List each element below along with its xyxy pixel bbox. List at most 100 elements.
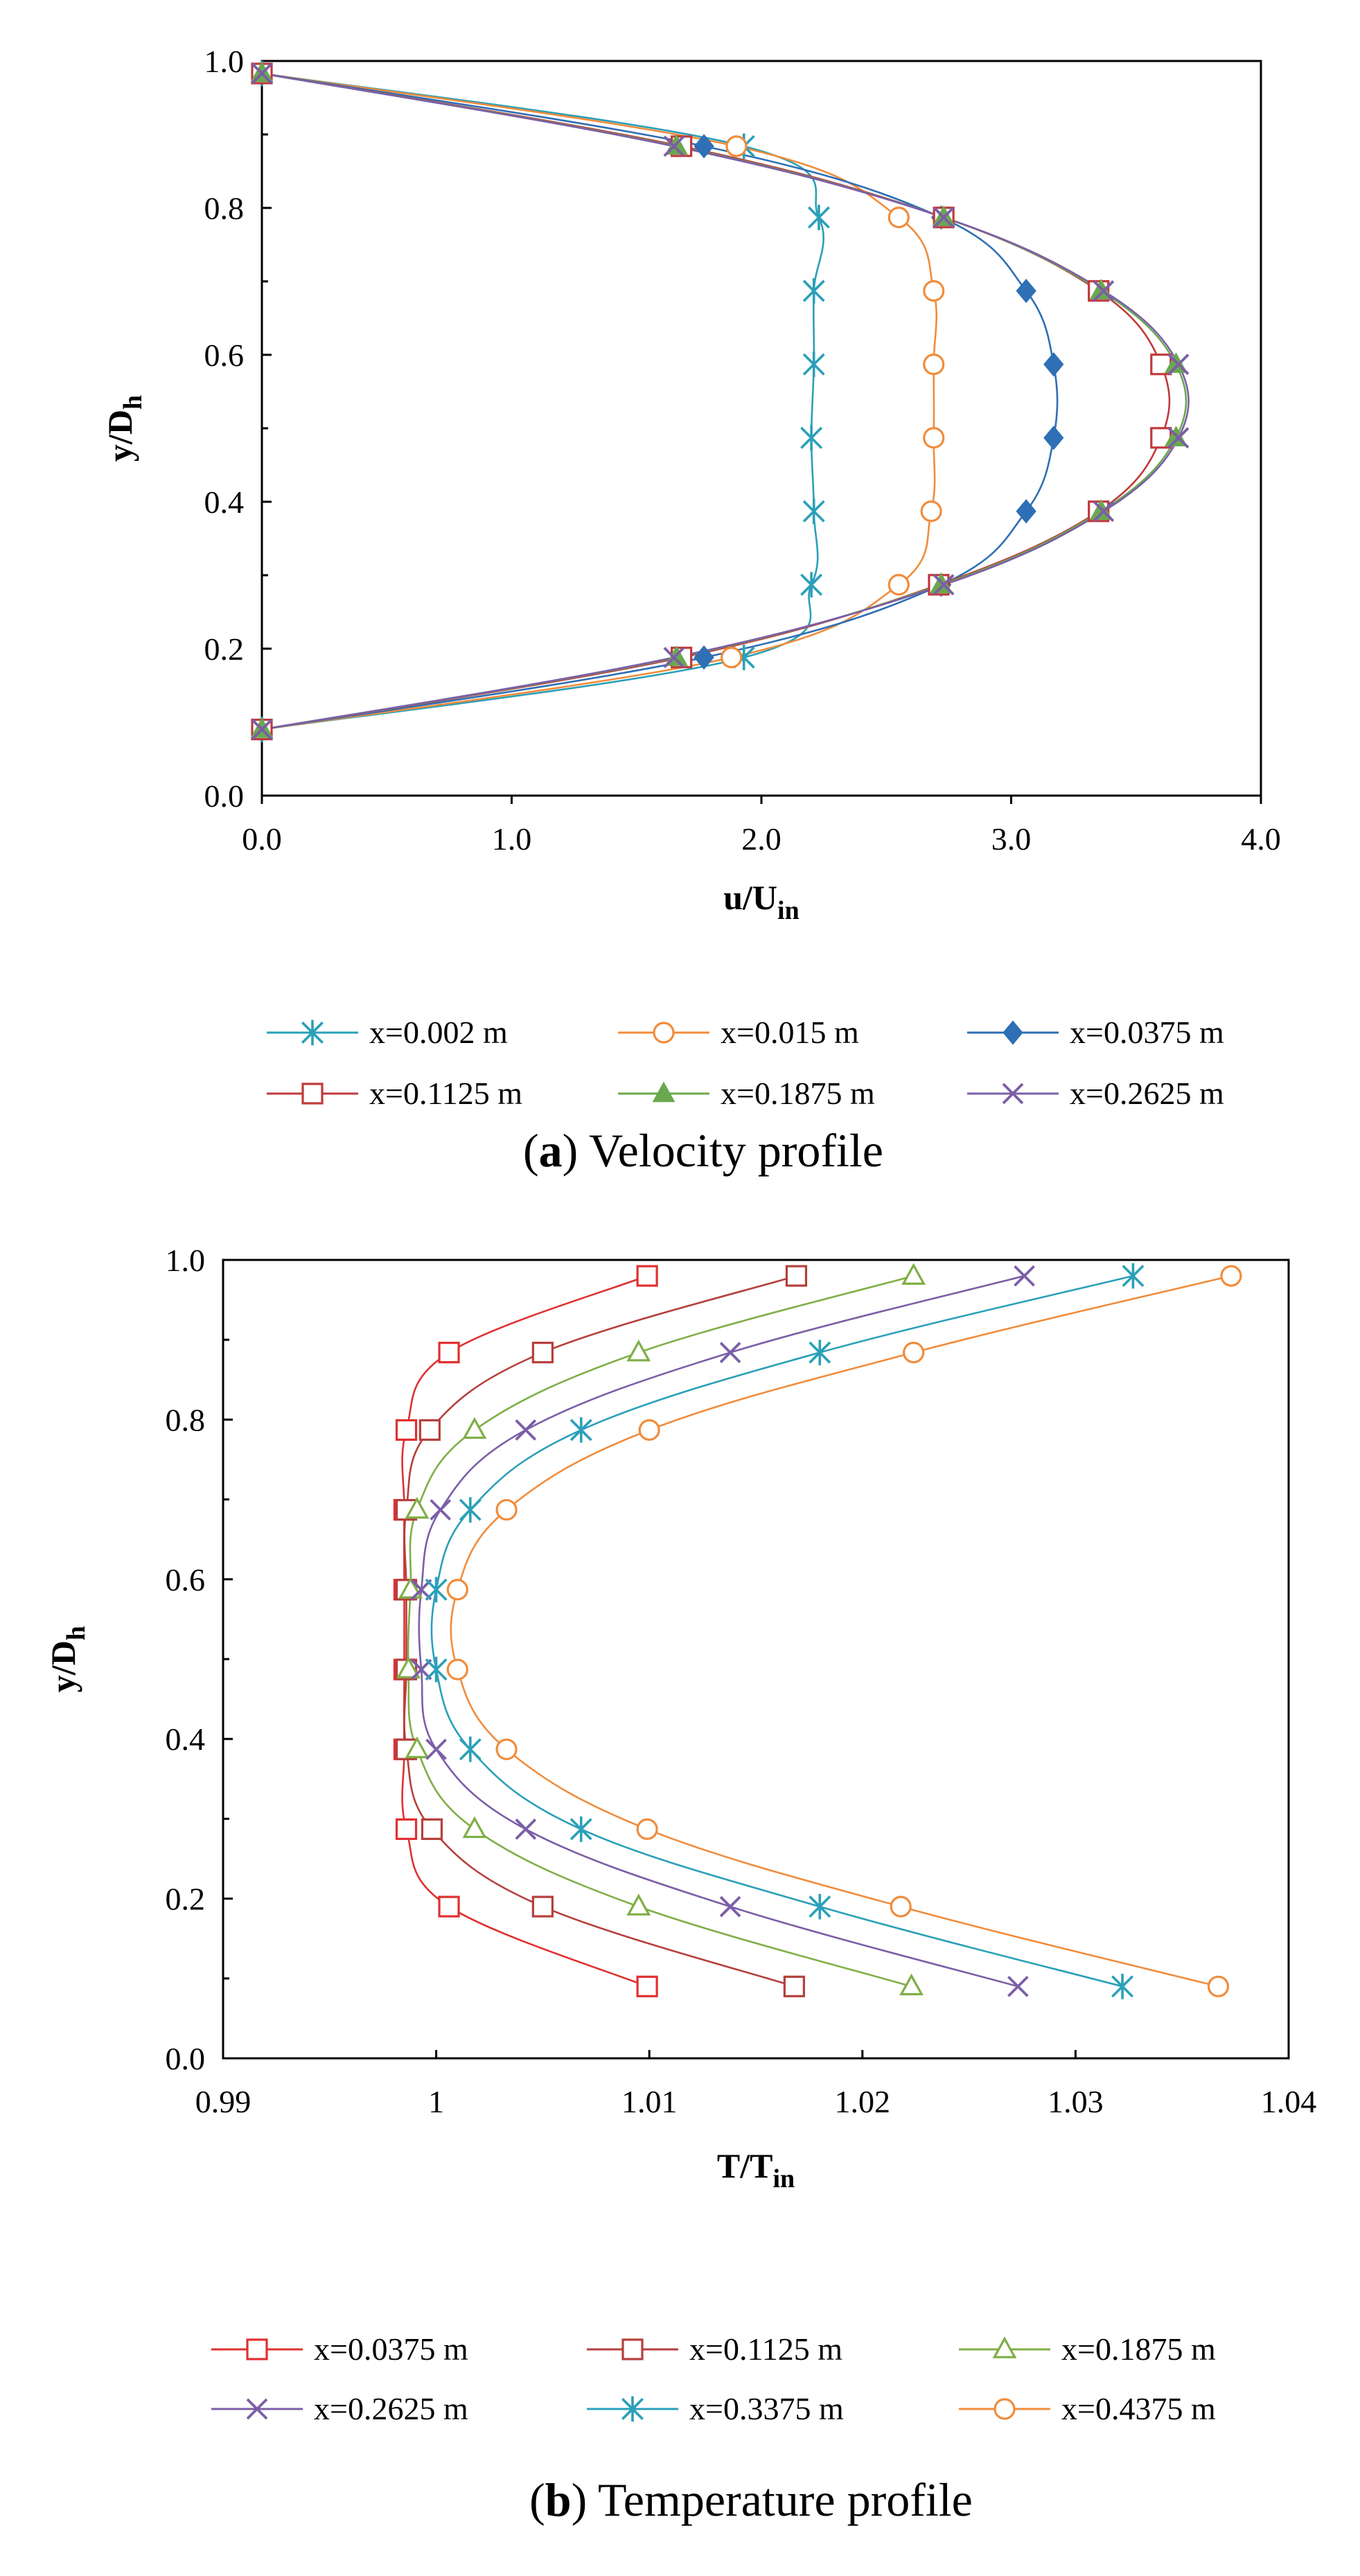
series-line xyxy=(403,1274,797,1988)
data-point xyxy=(410,1579,432,1601)
data-point xyxy=(800,425,823,451)
data-point xyxy=(887,574,910,596)
data-point xyxy=(1014,1265,1035,1287)
y-tick-label: 0.8 xyxy=(166,1402,206,1437)
data-point xyxy=(663,135,685,157)
data-point xyxy=(694,134,714,159)
legend-marker xyxy=(993,2398,1016,2420)
data-point xyxy=(809,1340,831,1366)
data-point xyxy=(626,1339,651,1362)
legend-label: x=0.1125 m xyxy=(689,2331,842,2367)
series-line xyxy=(418,1274,1025,1988)
y-tick-label: 0.4 xyxy=(204,484,245,520)
velocity-chart: 0.0 1.0 2.0 3.0 4.00.00.20.40.60.81.0 u/Uin … xyxy=(100,44,1281,1177)
y-tick-label: 0.4 xyxy=(166,1721,206,1757)
legend-marker xyxy=(621,2396,644,2422)
data-point xyxy=(785,1265,808,1287)
data-point xyxy=(694,645,714,670)
series-markers xyxy=(250,60,1190,742)
data-point xyxy=(410,1658,432,1681)
series-line xyxy=(401,1274,648,1988)
temperature-chart: 0.99 1 1.01 1.02 1.03 1.040.00.20.40.60.81.0 … xyxy=(44,1243,1316,2526)
data-point xyxy=(251,719,273,740)
data-point xyxy=(459,1736,482,1762)
data-point xyxy=(495,1498,518,1521)
y-axis-label: y/Dh xyxy=(44,1626,91,1692)
data-point xyxy=(638,1419,660,1441)
tick-labels: 0.99 1 1.01 1.02 1.03 1.04 0.0 0.2 0.4 0.6 0.8 1.0 xyxy=(166,1243,1317,2119)
x-tick-label: 0.0 xyxy=(242,821,282,857)
plot-frame xyxy=(260,60,1262,797)
data-point xyxy=(1122,1263,1145,1289)
data-point xyxy=(636,1265,658,1287)
data-point xyxy=(903,1342,925,1364)
y-tick-label: 1.0 xyxy=(166,1243,206,1278)
series-line xyxy=(261,72,1187,730)
y-tick-label: 1.0 xyxy=(204,44,245,79)
data-point xyxy=(405,1736,430,1758)
legend-marker xyxy=(301,1083,324,1105)
x-axis-label: u/Uin xyxy=(723,878,800,925)
legend-label: x=0.002 m xyxy=(369,1015,508,1050)
data-point xyxy=(890,1895,912,1918)
y-tick-label: 0.6 xyxy=(204,338,245,373)
axis-ticks xyxy=(222,1259,1290,2060)
x-axis-label: T/Tin xyxy=(717,2146,795,2193)
data-point xyxy=(531,1895,554,1918)
data-point xyxy=(887,207,910,229)
data-point xyxy=(430,1499,452,1521)
data-point xyxy=(446,1658,468,1681)
data-point xyxy=(251,62,273,85)
x-tick-label: 0.99 xyxy=(195,2084,251,2119)
data-point xyxy=(459,1497,482,1523)
data-point xyxy=(802,498,825,525)
x-tick-label: 1.01 xyxy=(621,2084,678,2119)
data-point xyxy=(462,1417,487,1439)
data-point xyxy=(923,353,945,376)
data-point xyxy=(425,1738,447,1760)
legend-label: x=0.015 m xyxy=(721,1015,859,1050)
y-tick-label: 0.8 xyxy=(204,191,245,226)
legend-label: x=0.2625 m xyxy=(1070,1076,1224,1111)
legend-label: x=0.0375 m xyxy=(1070,1015,1224,1050)
series-line xyxy=(261,72,824,730)
data-point xyxy=(636,1975,658,1997)
legend: x=0.002 m x=0.015 m x=0.0375 m x=0.1125 m x=… xyxy=(267,1015,1224,1111)
data-point xyxy=(1111,1973,1134,1999)
y-tick-label: 0.0 xyxy=(204,778,245,814)
data-point xyxy=(438,1342,460,1364)
data-point xyxy=(1043,352,1064,377)
data-point xyxy=(933,207,955,229)
legend-label: x=0.1875 m xyxy=(721,1076,875,1111)
data-point xyxy=(569,1816,592,1842)
series-lines xyxy=(401,1274,1232,1988)
x-tick-label: 1.02 xyxy=(835,2084,891,2119)
legend-label: x=0.3375 m xyxy=(689,2391,844,2426)
legend-marker xyxy=(992,2336,1017,2358)
y-tick-label: 0.2 xyxy=(204,631,245,667)
x-tick-label: 1.0 xyxy=(492,821,532,857)
data-point xyxy=(809,1893,831,1920)
data-point xyxy=(495,1738,518,1760)
data-point xyxy=(418,1419,441,1441)
x-tick-label: 1.03 xyxy=(1048,2084,1104,2119)
data-point xyxy=(923,280,945,302)
data-point xyxy=(663,647,685,669)
series-lines xyxy=(261,72,1190,730)
legend-label: x=0.4375 m xyxy=(1061,2391,1216,2426)
data-point xyxy=(438,1895,460,1918)
legend: x=0.0375 m x=0.1125 m x=0.1875 m x=0.2625 m… xyxy=(211,2331,1216,2426)
legend-marker xyxy=(653,1022,675,1044)
legend-label: x=0.0375 m xyxy=(314,2331,468,2367)
legend-marker xyxy=(246,2338,268,2360)
data-point xyxy=(1207,1975,1230,1997)
x-tick-label: 4.0 xyxy=(1241,821,1281,857)
data-point xyxy=(783,1975,805,1997)
legend-label: x=0.1875 m xyxy=(1061,2331,1216,2367)
data-point xyxy=(1167,353,1190,376)
data-point xyxy=(462,1816,487,1839)
data-point xyxy=(626,1893,651,1916)
data-point xyxy=(515,1819,537,1840)
